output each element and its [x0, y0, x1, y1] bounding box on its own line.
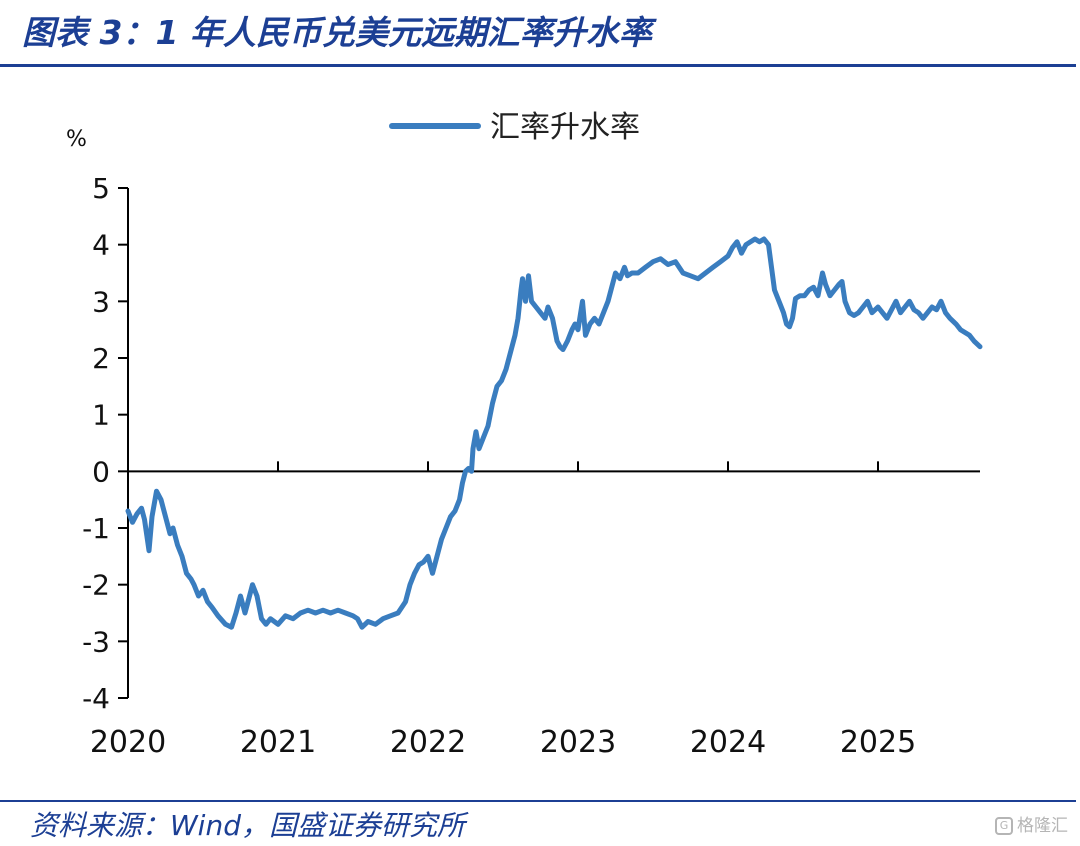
x-tick-label: 2022 — [390, 725, 466, 760]
y-tick-label: -3 — [82, 625, 110, 658]
x-tick-label: 2021 — [240, 725, 316, 760]
legend-label: 汇率升水率 — [490, 110, 640, 145]
y-axis-label: % — [66, 127, 87, 152]
x-tick-label: 2024 — [690, 725, 766, 760]
y-axis-ticks: 5 4 3 2 1 0 -1 -2 -3 -4 — [82, 172, 128, 715]
chart-axes — [127, 188, 980, 698]
y-tick-label: -1 — [82, 512, 110, 545]
source-divider — [0, 800, 1076, 802]
figure-title: 图表 3：1 年人民币兑美元远期汇率升水率 — [22, 13, 652, 52]
y-tick-label: 4 — [92, 229, 110, 262]
watermark-logo-icon: G — [995, 817, 1013, 835]
source-note: 资料来源：Wind，国盛证券研究所 — [30, 809, 465, 842]
y-tick-label: 2 — [92, 342, 110, 375]
y-tick-label: -4 — [82, 682, 110, 715]
watermark-text: 格隆汇 — [1017, 816, 1068, 836]
y-tick-label: -2 — [82, 569, 110, 602]
y-tick-label: 5 — [92, 172, 110, 205]
title-divider — [0, 64, 1076, 67]
y-tick-label: 3 — [92, 285, 110, 318]
y-tick-label: 0 — [92, 455, 110, 488]
x-axis-ticks: 2020 2021 2022 2023 2024 2025 — [90, 461, 916, 760]
chart-legend: 汇率升水率 — [389, 110, 640, 145]
watermark: G 格隆汇 — [995, 812, 1068, 840]
y-tick-label: 1 — [92, 399, 110, 432]
x-tick-label: 2020 — [90, 725, 166, 760]
x-tick-label: 2025 — [840, 725, 916, 760]
x-tick-label: 2023 — [540, 725, 616, 760]
series-line-premium-rate — [125, 236, 983, 630]
